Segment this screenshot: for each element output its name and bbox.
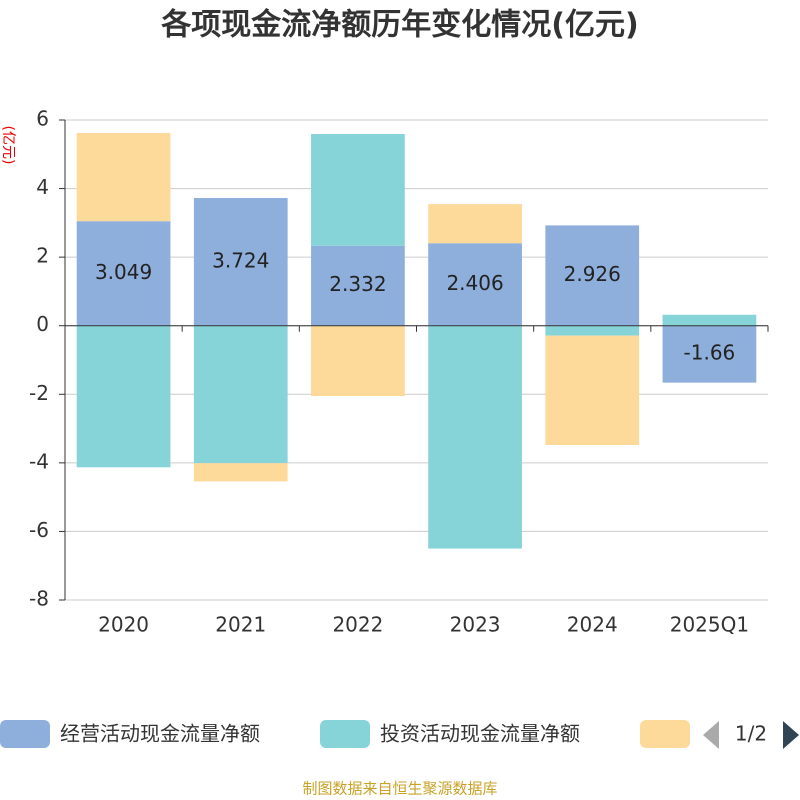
x-tick-label: 2021 bbox=[215, 613, 266, 637]
bar bbox=[545, 225, 640, 326]
source-note: 制图数据来自恒生聚源数据库 bbox=[302, 780, 497, 798]
y-tick-label: 6 bbox=[36, 107, 49, 131]
x-tick-label: 2020 bbox=[98, 613, 149, 637]
y-tick-label: 4 bbox=[36, 175, 49, 199]
bar bbox=[428, 325, 522, 549]
y-tick-label: -2 bbox=[29, 381, 49, 405]
bar bbox=[76, 133, 171, 222]
legend-swatch[interactable] bbox=[320, 720, 370, 748]
legend-prev[interactable] bbox=[703, 721, 719, 749]
bar bbox=[545, 335, 640, 446]
legend-swatch[interactable] bbox=[0, 720, 50, 748]
legend-label[interactable]: 投资活动现金流量净额 bbox=[380, 722, 580, 746]
x-tick-label: 2023 bbox=[450, 613, 501, 637]
bar bbox=[193, 198, 288, 326]
y-tick-label: 2 bbox=[36, 244, 49, 268]
y-tick-label: -6 bbox=[29, 518, 49, 542]
x-tick-label: 2024 bbox=[567, 613, 618, 637]
y-tick-label: -8 bbox=[29, 587, 49, 611]
y-axis-label: (亿元) bbox=[0, 126, 16, 165]
bar bbox=[545, 325, 640, 336]
data-label: 3.049 bbox=[95, 260, 152, 284]
data-label: 3.724 bbox=[212, 248, 269, 272]
bar bbox=[76, 221, 171, 326]
legend-swatch[interactable] bbox=[640, 720, 690, 748]
bar bbox=[428, 243, 522, 326]
bar bbox=[662, 314, 757, 326]
data-label: 2.332 bbox=[329, 272, 386, 296]
bar bbox=[311, 245, 405, 326]
bar bbox=[662, 325, 757, 383]
y-tick-label: -4 bbox=[29, 449, 49, 473]
bar bbox=[428, 204, 522, 244]
legend-label[interactable]: 经营活动现金流量净额 bbox=[60, 722, 260, 746]
x-tick-label: 2025Q1 bbox=[670, 613, 749, 637]
bar bbox=[76, 325, 171, 468]
legend-page: 1/2 bbox=[735, 722, 767, 746]
data-label: 2.926 bbox=[564, 262, 621, 286]
bar bbox=[193, 325, 288, 464]
data-label: -1.66 bbox=[684, 341, 736, 365]
data-label: 2.406 bbox=[446, 271, 503, 295]
legend-next[interactable] bbox=[783, 721, 799, 749]
y-tick-label: 0 bbox=[36, 312, 49, 336]
bar bbox=[193, 463, 288, 482]
x-tick-label: 2022 bbox=[332, 613, 383, 637]
bar bbox=[311, 325, 405, 396]
bar bbox=[311, 133, 405, 246]
chart-title: 各项现金流净额历年变化情况(亿元) bbox=[160, 8, 638, 43]
